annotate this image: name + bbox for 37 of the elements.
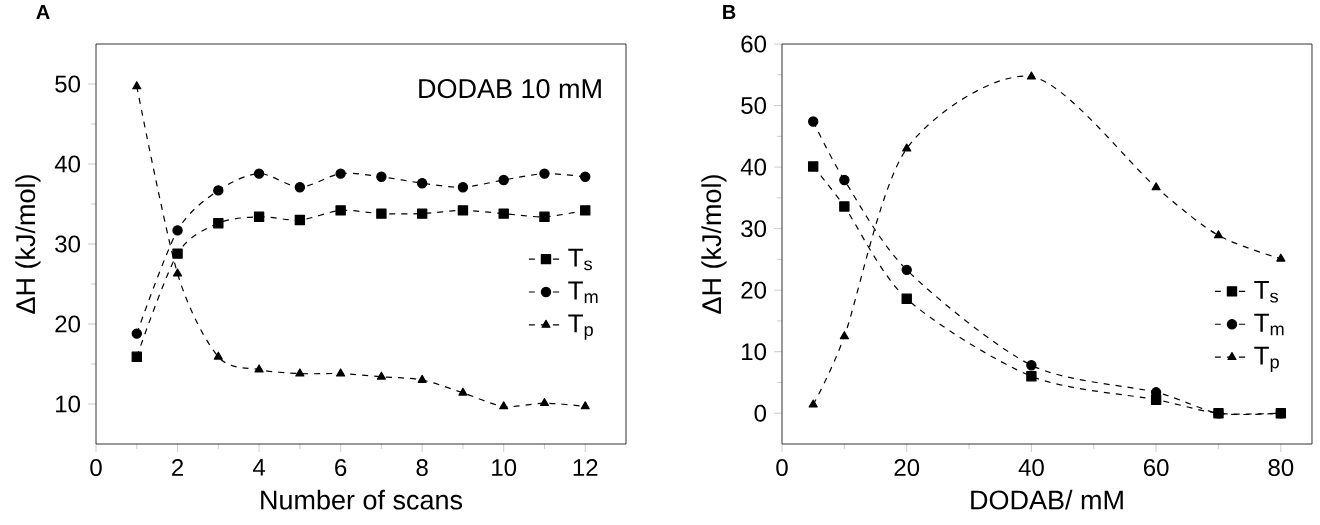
x-axis-title: DODAB/ mM [971,489,1123,510]
annotation: DODAB 10 mM [419,79,601,99]
x-tick-label: 10 [492,459,517,477]
y-tick-label: 0 [754,404,767,422]
x-tick-label: 0 [776,459,788,477]
y-axis-title: ΔH (kJ/mol) [15,175,41,314]
x-tick-label: 2 [172,459,184,476]
y-tick-label: 30 [741,220,767,238]
x-tick-label: 60 [1144,459,1169,477]
legend-label: T$_{p}$ [1254,346,1279,372]
y-tick-label: 60 [741,35,767,53]
x-tick-label: 4 [252,459,266,476]
x-tick-label: 6 [335,459,347,477]
x-tick-label: 8 [416,459,428,477]
y-tick-label: 30 [55,235,81,253]
y-tick-label: 40 [54,155,81,173]
legend-label: T$_{p}$ [568,314,593,340]
y-tick-label: 10 [742,343,767,361]
x-tick-label: 20 [894,459,920,477]
y-tick-label: 40 [740,158,767,176]
y-tick-label: 50 [741,97,767,115]
legend-label: T$_{s}$ [568,248,592,271]
x-axis-title: Number of scans [261,489,463,510]
y-axis-title: ΔH (kJ/mol) [701,175,727,314]
x-tick-label: 80 [1268,459,1294,477]
y-tick-label: 20 [741,281,767,299]
y-tick-label: 50 [55,75,81,93]
y-tick-label: 10 [56,395,81,413]
legend-label: T$_{m}$ [1254,313,1284,336]
x-tick-label: 0 [90,459,102,477]
chart-title: B [723,5,736,19]
x-tick-label: 40 [1018,459,1044,477]
legend-label: T$_{m}$ [568,281,598,304]
chart-title: A [36,5,50,19]
x-tick-label: 12 [573,459,598,476]
y-tick-label: 20 [55,315,81,333]
legend-label: T$_{s}$ [1254,280,1278,303]
